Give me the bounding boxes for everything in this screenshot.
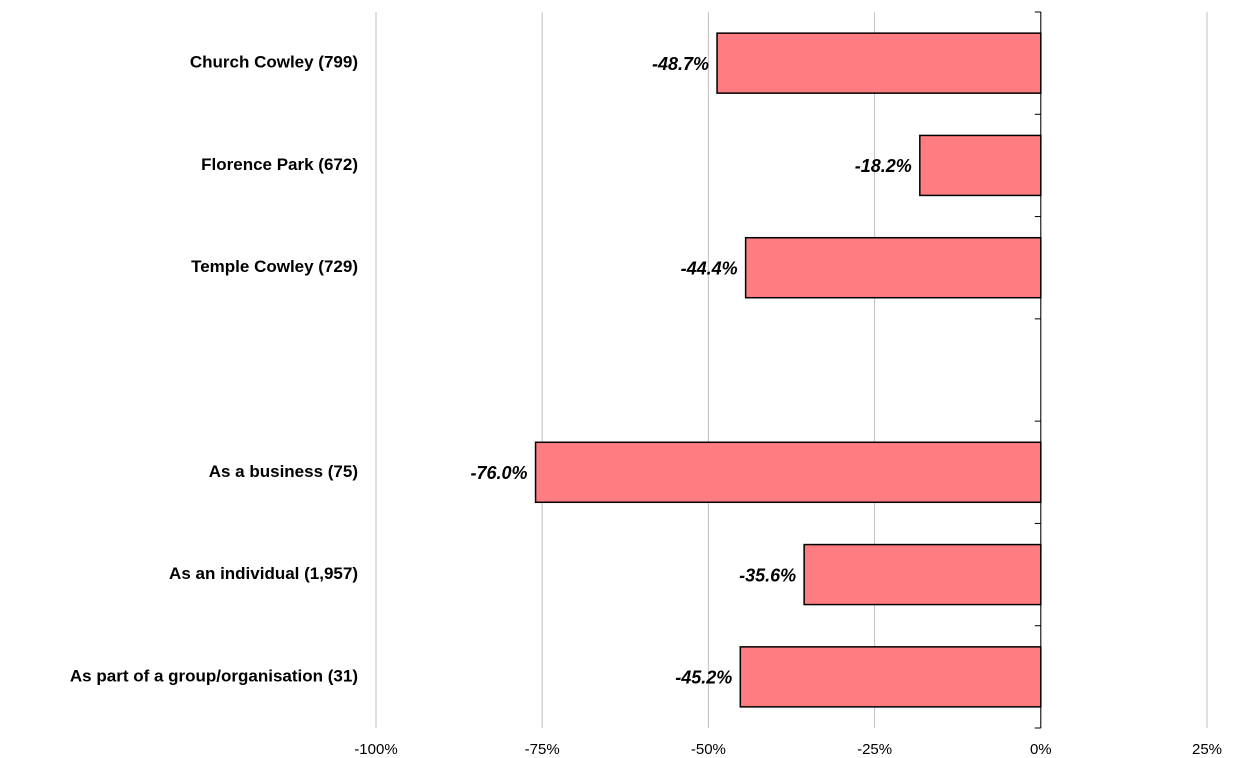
bar — [534, 441, 1042, 504]
x-tick-label: -75% — [525, 741, 560, 758]
bar — [744, 236, 1042, 299]
bar — [716, 32, 1042, 94]
bar — [919, 134, 1042, 197]
x-tick-label: 0% — [1030, 741, 1052, 758]
y-tick-label: Church Cowley (799) — [190, 53, 358, 72]
x-tick-label: 25% — [1192, 741, 1222, 758]
y-tick-label: Florence Park (672) — [201, 155, 358, 174]
x-tick-label: -50% — [691, 741, 726, 758]
x-tick-label: -100% — [354, 741, 397, 758]
data-label: -44.4% — [681, 258, 738, 278]
y-tick-label: As a business (75) — [209, 462, 358, 481]
data-label: -35.6% — [739, 565, 796, 585]
data-label: -48.7% — [652, 54, 709, 74]
data-label: -45.2% — [675, 668, 732, 688]
x-tick-label: -25% — [857, 741, 892, 758]
y-tick-label: Temple Cowley (729) — [191, 257, 358, 276]
bar — [803, 543, 1042, 606]
bar — [739, 646, 1042, 708]
data-label: -76.0% — [471, 463, 528, 483]
data-label: -18.2% — [855, 156, 912, 176]
y-tick-label: As part of a group/organisation (31) — [70, 666, 358, 685]
y-tick-label: As an individual (1,957) — [169, 564, 358, 583]
